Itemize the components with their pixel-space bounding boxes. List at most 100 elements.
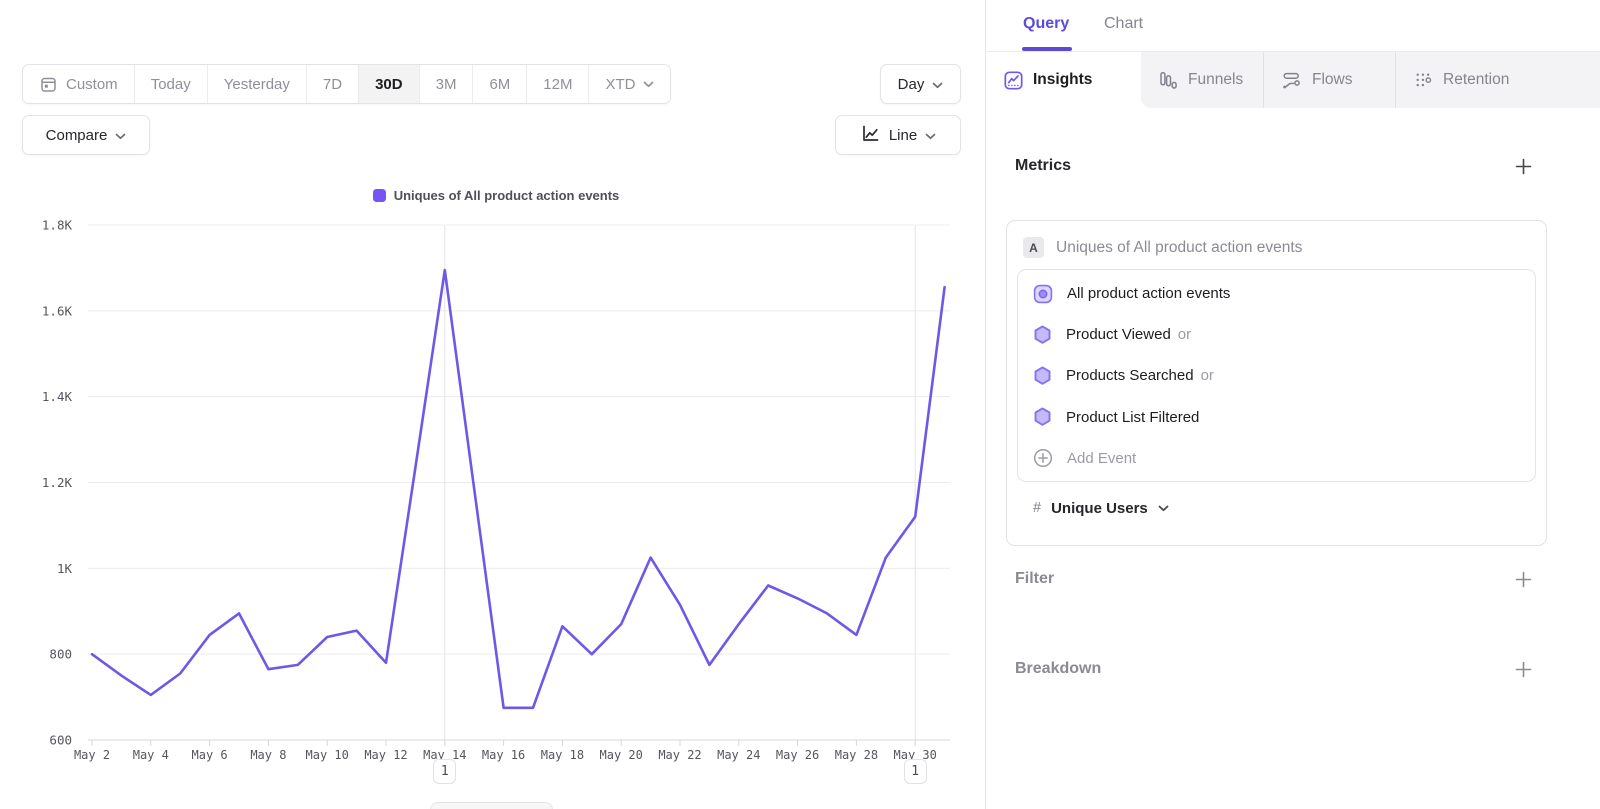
metric-card: A Uniques of All product action events A… xyxy=(1006,220,1547,546)
legend-label: Uniques of All product action events xyxy=(393,188,620,203)
x-axis-tick-label: May 2 xyxy=(74,748,110,762)
x-axis-tick-label: May 4 xyxy=(133,748,169,762)
chevron-down-icon xyxy=(932,76,943,93)
chart-legend: Uniques of All product action events xyxy=(0,188,992,203)
filter-heading: Filter xyxy=(1015,570,1055,587)
range-6m[interactable]: 6M xyxy=(473,65,528,103)
report-type-tabs: Insights Funnels Flows Retention xyxy=(986,52,1600,108)
range-label: Yesterday xyxy=(223,75,290,93)
chevron-down-icon xyxy=(925,127,936,144)
funnels-icon xyxy=(1158,70,1179,91)
range-label: 3M xyxy=(435,75,457,93)
panel-header: Query Chart xyxy=(986,0,1600,52)
chart-scroll-handle[interactable] xyxy=(430,802,553,809)
tab-query[interactable]: Query xyxy=(1023,15,1070,32)
event-row-add-event[interactable]: Add Event xyxy=(1018,438,1535,479)
range-3m[interactable]: 3M xyxy=(419,65,474,103)
y-axis-tick-label: 1.2K xyxy=(42,475,73,490)
chart-type-dropdown[interactable]: Line xyxy=(835,115,961,155)
x-axis-tick-label: May 18 xyxy=(541,748,584,762)
annotation-badge[interactable]: 1 xyxy=(903,759,927,784)
range-label: Custom xyxy=(66,75,118,93)
event-row-all-product-action-events[interactable]: All product action events xyxy=(1018,273,1535,314)
breakdown-heading: Breakdown xyxy=(1015,660,1102,677)
add-filter-button[interactable] xyxy=(1515,571,1532,588)
metrics-section-header: Metrics xyxy=(986,157,1600,175)
granularity-label: Day xyxy=(897,75,925,93)
range-xtd[interactable]: XTD xyxy=(589,65,671,103)
x-axis-tick-label: May 22 xyxy=(658,748,701,762)
y-axis-tick-label: 800 xyxy=(49,647,72,662)
add-metric-button[interactable] xyxy=(1515,158,1532,175)
metrics-heading: Metrics xyxy=(1015,157,1072,174)
legend-swatch xyxy=(372,189,386,202)
breakdown-section: Breakdown xyxy=(986,660,1600,678)
range-custom[interactable]: Custom xyxy=(23,65,135,103)
series-badge: A xyxy=(1023,237,1044,258)
event-row-products-searched[interactable]: Products Searched or xyxy=(1018,355,1535,396)
event-hexagon-icon xyxy=(1032,406,1053,428)
filter-section: Filter xyxy=(986,570,1600,588)
report-tab-label: Flows xyxy=(1312,71,1353,88)
event-or-suffix: or xyxy=(1200,367,1214,385)
date-range-group: Custom Today Yesterday 7D 30D 3M 6M 12M XTD xyxy=(22,64,672,104)
event-label: Product List Filtered xyxy=(1066,408,1200,426)
event-label: All product action events xyxy=(1067,285,1231,303)
add-circle-icon xyxy=(1032,447,1054,469)
y-axis-tick-label: 1.6K xyxy=(42,303,73,318)
x-axis-tick-label: May 16 xyxy=(482,748,525,762)
x-axis-tick-label: May 14 xyxy=(423,748,466,762)
metric-series-row[interactable]: A Uniques of All product action events xyxy=(1007,221,1546,258)
event-row-product-list-filtered[interactable]: Product List Filtered xyxy=(1018,397,1535,438)
annotation-badge[interactable]: 1 xyxy=(433,759,457,784)
event-hexagon-icon xyxy=(1032,365,1053,387)
range-12m[interactable]: 12M xyxy=(527,65,590,103)
x-axis-tick-label: May 28 xyxy=(835,748,878,762)
compare-dropdown[interactable]: Compare xyxy=(22,115,150,155)
event-label: Products Searched xyxy=(1066,367,1194,385)
range-label: 30D xyxy=(375,75,403,93)
report-tab-funnels[interactable]: Funnels xyxy=(1141,52,1264,108)
x-axis-tick-label: May 30 xyxy=(894,748,937,762)
series-line[interactable] xyxy=(90,268,946,710)
event-row-product-viewed[interactable]: Product Viewed or xyxy=(1018,314,1535,355)
range-label: 12M xyxy=(543,75,573,93)
chevron-down-icon xyxy=(643,81,654,88)
report-tab-insights[interactable]: Insights xyxy=(986,52,1141,108)
y-axis-tick-label: 1.4K xyxy=(42,389,73,404)
add-breakdown-button[interactable] xyxy=(1515,661,1532,678)
range-yesterday[interactable]: Yesterday xyxy=(207,65,307,103)
y-axis-tick-label: 1K xyxy=(57,561,73,576)
chart-pane: 600 800 1K 1.2K 1.4K 1.6K 1.8K May 2 May 4 May 6 M… xyxy=(22,64,961,809)
report-tab-flows[interactable]: Flows xyxy=(1264,52,1396,108)
x-axis-tick-label: May 12 xyxy=(364,748,407,762)
chevron-down-icon xyxy=(115,127,126,144)
y-axis-tick-label: 1.8K xyxy=(42,218,73,233)
aggregation-dropdown[interactable]: # Unique Users xyxy=(1033,499,1169,517)
line-chart: 600 800 1K 1.2K 1.4K 1.6K 1.8K May 2 May 4 May 6 M… xyxy=(42,218,950,762)
range-label: Today xyxy=(150,75,191,93)
event-hexagon-icon xyxy=(1032,324,1053,346)
aggregation-label: Unique Users xyxy=(1051,499,1148,517)
x-axis-tick-label: May 10 xyxy=(306,748,349,762)
report-tab-retention[interactable]: Retention xyxy=(1396,52,1600,108)
chevron-down-icon xyxy=(1158,499,1169,517)
tab-chart[interactable]: Chart xyxy=(1104,15,1144,32)
report-tab-label: Insights xyxy=(1033,71,1093,88)
custom-event-icon xyxy=(1032,283,1054,305)
events-card: All product action events Product Viewed o… xyxy=(1017,269,1536,482)
range-30d[interactable]: 30D xyxy=(359,65,420,103)
y-axis-tick-label: 600 xyxy=(49,733,72,748)
hash-icon: # xyxy=(1033,500,1042,516)
x-axis-tick-label: May 6 xyxy=(192,748,228,762)
active-tab-underline xyxy=(1022,47,1072,51)
compare-label: Compare xyxy=(45,126,108,144)
x-axis-tick-label: May 26 xyxy=(776,748,819,762)
series-title: Uniques of All product action events xyxy=(1056,238,1303,256)
range-7d[interactable]: 7D xyxy=(306,65,360,103)
x-axis-tick-label: May 20 xyxy=(600,748,643,762)
granularity-dropdown[interactable]: Day xyxy=(880,64,961,104)
range-label: 7D xyxy=(322,75,343,93)
range-today[interactable]: Today xyxy=(134,65,208,103)
